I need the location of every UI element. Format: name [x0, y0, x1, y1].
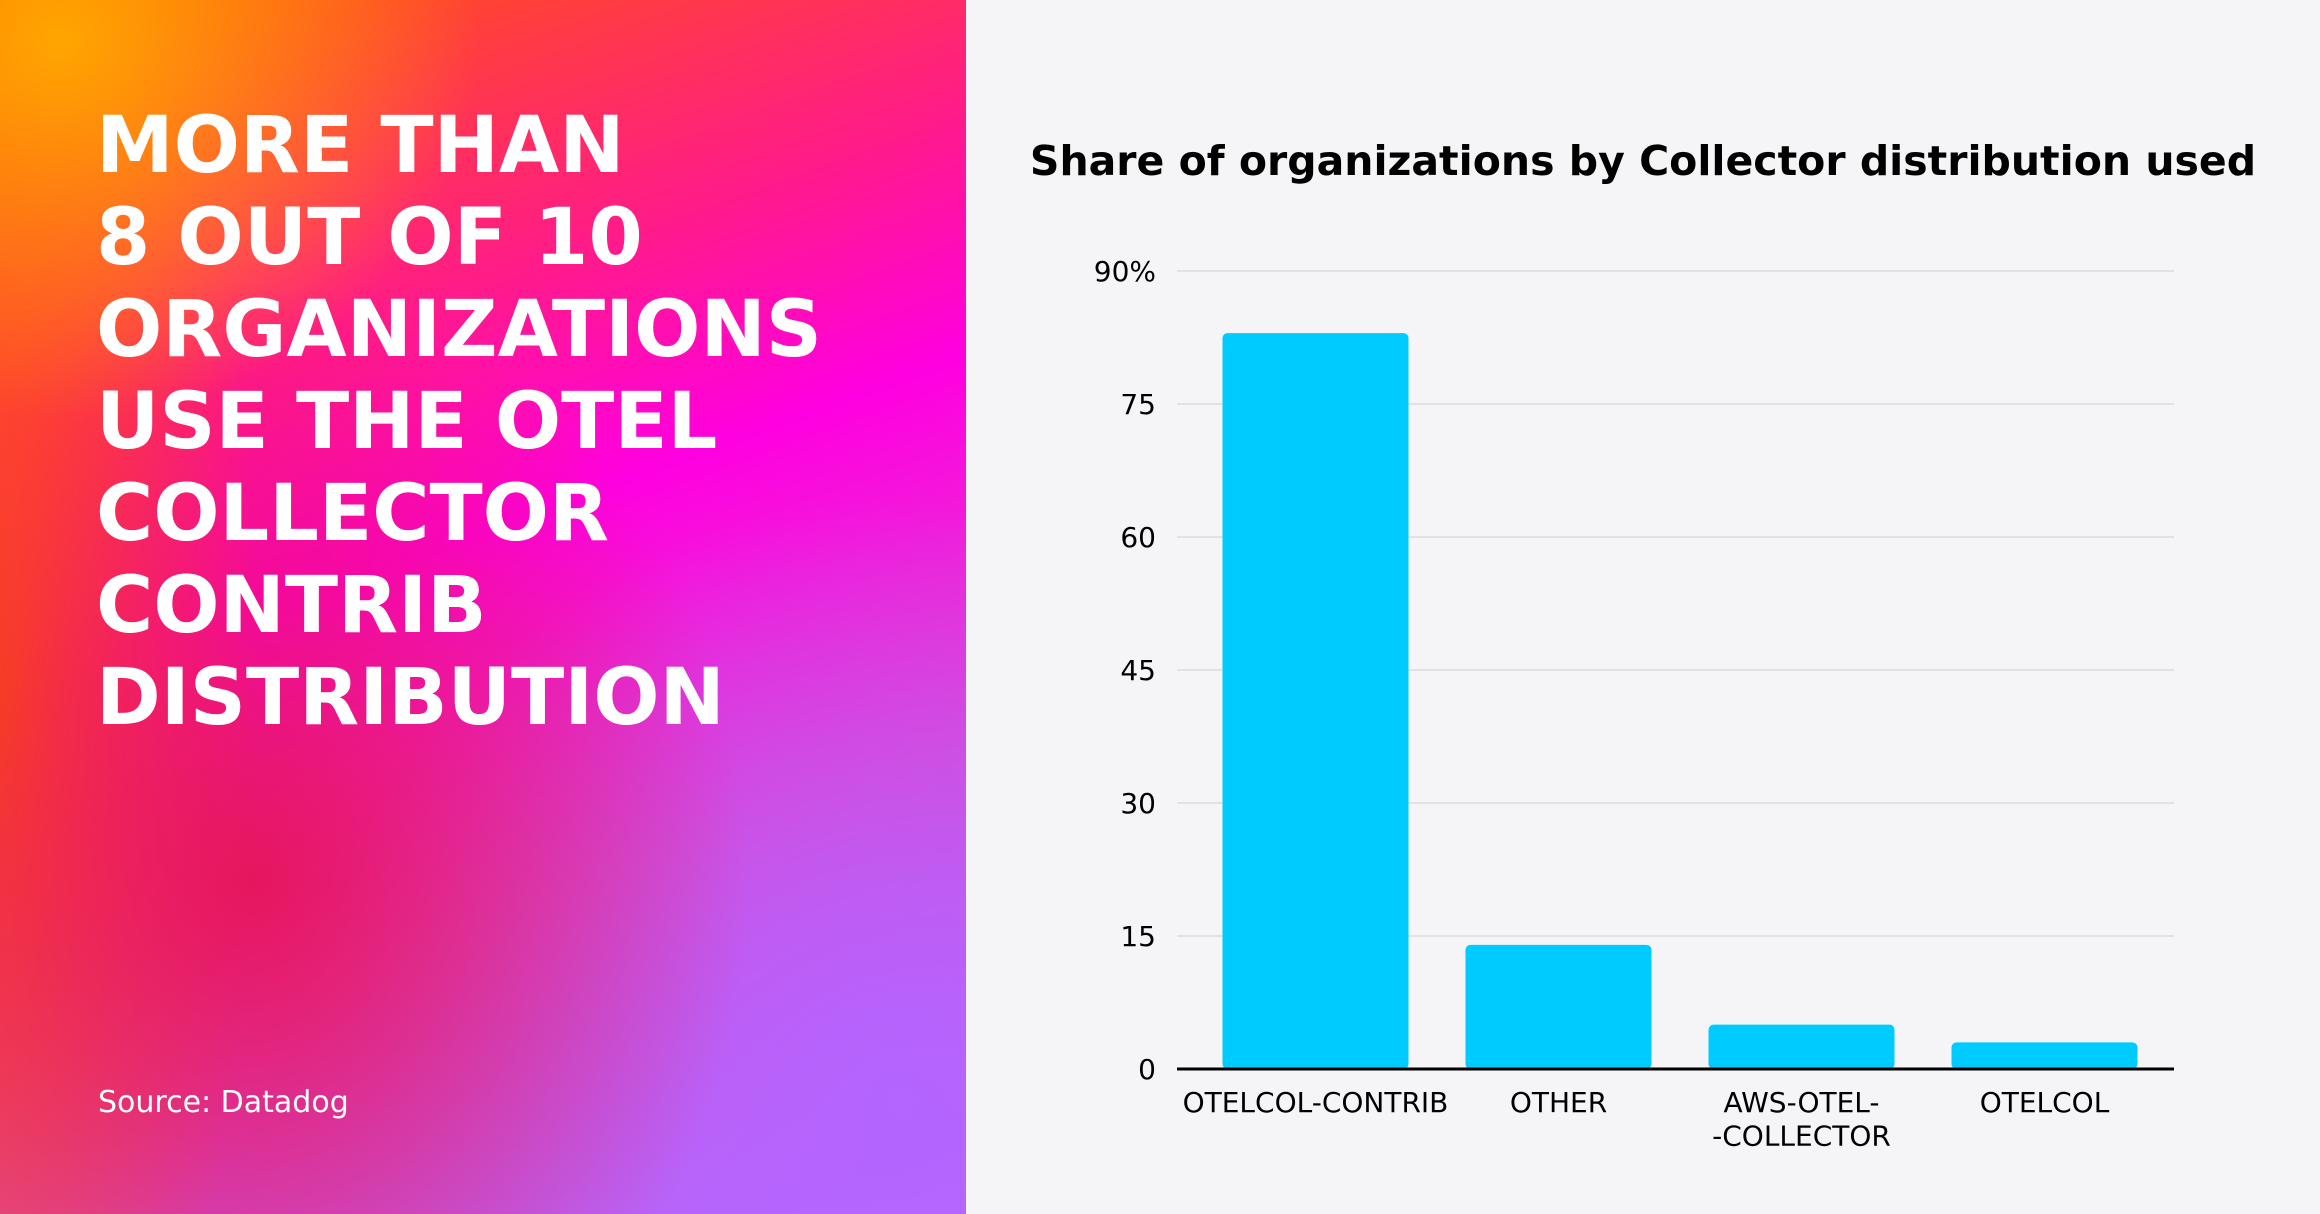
source: Source: Datadog: [98, 1085, 349, 1120]
left-panel: [0, 0, 966, 1214]
headline-line: COLLECTOR: [96, 469, 609, 559]
x-tick-label: OTELCOL: [1980, 1086, 2110, 1119]
y-tick-label: 45: [1120, 654, 1156, 687]
headline-line: ORGANIZATIONS: [96, 285, 822, 375]
chart-title: Share of organizations by Collector dist…: [1030, 137, 2256, 185]
y-tick-label: 0: [1138, 1053, 1156, 1086]
x-tick-label: AWS-OTEL--COLLECTOR: [1712, 1086, 1891, 1153]
headline-line: USE THE OTEL: [96, 377, 717, 467]
bar: [1951, 1042, 2138, 1069]
y-tick-label: 60: [1120, 521, 1156, 554]
x-tick-label: OTELCOL-CONTRIB: [1183, 1086, 1449, 1119]
bar: [1465, 944, 1652, 1069]
headline-line: CONTRIB: [96, 561, 487, 651]
headline-line: 8 OUT OF 10: [96, 193, 643, 283]
headline-line: MORE THAN: [96, 101, 625, 191]
x-tick-label: OTHER: [1510, 1086, 1607, 1119]
y-tick-label: 15: [1120, 920, 1156, 953]
bar: [1222, 333, 1409, 1070]
y-tick-label: 90%: [1094, 255, 1156, 288]
y-tick-label: 75: [1120, 388, 1156, 421]
bar: [1708, 1024, 1895, 1069]
headline-line: DISTRIBUTION: [96, 653, 725, 743]
y-tick-label: 30: [1120, 787, 1156, 820]
